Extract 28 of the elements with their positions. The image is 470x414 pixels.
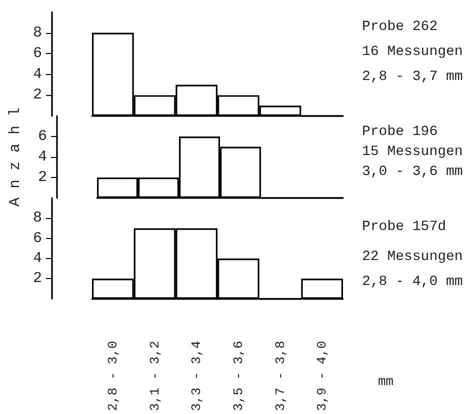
y-tick-label: 4 xyxy=(32,66,42,83)
y-tick-label: 6 xyxy=(38,128,47,145)
text: Probe 196 xyxy=(362,124,438,140)
y-tick-label: 6 xyxy=(32,230,42,247)
y-tick-label: 4 xyxy=(32,250,42,267)
x-tick-label: 3,5 - 3,6 xyxy=(230,340,246,412)
text: 3,0 - 3,6 mm xyxy=(362,164,463,180)
y-tick-label: 8 xyxy=(32,210,42,227)
y-tick-label: 2 xyxy=(38,169,47,186)
y-tick-label: 2 xyxy=(32,270,42,288)
y-tick-label: 8 xyxy=(32,24,42,42)
y-tick-label: 4 xyxy=(38,148,47,166)
text: Probe 157d xyxy=(362,219,446,235)
text: Probe 262 xyxy=(362,19,438,35)
y-tick-label: 6 xyxy=(32,45,42,62)
text: 22 Messungen xyxy=(362,249,463,265)
y-tick-label: 2 xyxy=(32,86,42,104)
x-tick-label: 3,3 - 3,4 xyxy=(189,340,204,412)
x-tick-label: 3,7 - 3,8 xyxy=(272,340,288,412)
y-axis-title: A n z a h l xyxy=(7,107,24,207)
x-axis-title: mm xyxy=(378,374,394,389)
x-tick-label: 2,8 - 3,0 xyxy=(105,340,120,412)
x-tick-label: 3,9 - 4,0 xyxy=(314,340,330,412)
text: 16 Messungen xyxy=(362,44,463,60)
x-tick-label: 3,1 - 3,2 xyxy=(147,340,162,412)
text: 2,8 - 3,7 mm xyxy=(362,69,463,85)
text: 15 Messungen xyxy=(362,144,463,160)
text: 2,8 - 4,0 mm xyxy=(362,274,463,290)
